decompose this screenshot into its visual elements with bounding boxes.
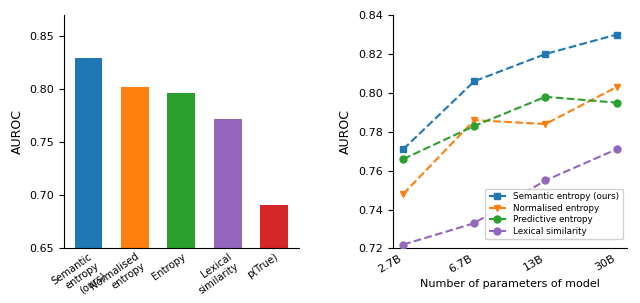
Bar [214, 119, 242, 303]
Bar [168, 93, 195, 303]
Lexical similarity [399, 243, 407, 246]
Lexical similarity [470, 221, 478, 225]
Bar [121, 87, 149, 303]
Line: Semantic entropy (ours): Semantic entropy (ours) [400, 31, 620, 153]
Normalised entropy [541, 122, 549, 126]
Predictive entropy [541, 95, 549, 98]
Predictive entropy [399, 157, 407, 161]
Semantic entropy (ours) [399, 148, 407, 151]
Semantic entropy (ours) [541, 52, 549, 56]
Lexical similarity [612, 148, 620, 151]
Lexical similarity [541, 178, 549, 182]
Predictive entropy [470, 124, 478, 128]
Y-axis label: AUROC: AUROC [339, 109, 353, 154]
Line: Normalised entropy: Normalised entropy [400, 84, 620, 198]
Legend: Semantic entropy (ours), Normalised entropy, Predictive entropy, Lexical similar: Semantic entropy (ours), Normalised entr… [485, 188, 623, 239]
Line: Predictive entropy: Predictive entropy [400, 93, 620, 162]
Bar [75, 58, 102, 303]
Semantic entropy (ours) [612, 33, 620, 36]
Normalised entropy [399, 192, 407, 196]
Semantic entropy (ours) [470, 79, 478, 83]
Normalised entropy [470, 118, 478, 122]
X-axis label: Number of parameters of model: Number of parameters of model [420, 279, 600, 289]
Normalised entropy [612, 85, 620, 89]
Y-axis label: AUROC: AUROC [11, 109, 24, 154]
Bar [260, 205, 288, 303]
Line: Lexical similarity: Lexical similarity [400, 146, 620, 248]
Predictive entropy [612, 101, 620, 105]
